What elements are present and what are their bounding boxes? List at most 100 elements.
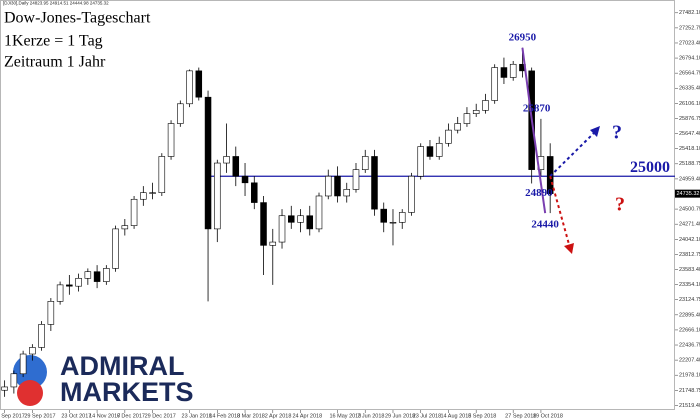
- x-tick-label: 2 Apr 2018: [265, 413, 292, 419]
- x-tick-label: 29 Jun 2018: [385, 413, 415, 419]
- candle-body: [10, 373, 18, 388]
- candle-body: [260, 202, 267, 246]
- candle-body: [278, 215, 286, 243]
- candle-body: [241, 175, 249, 184]
- y-tick-label: 23124.75: [679, 297, 700, 303]
- candle-body: [334, 175, 341, 197]
- candle-body: [214, 162, 221, 230]
- title-line: Dow-Jones-Tageschart: [4, 10, 151, 27]
- candle-body: [389, 222, 397, 224]
- y-tick-label: 25418.10: [679, 146, 700, 152]
- y-tick-label: 21748.75: [679, 388, 700, 394]
- candle-body: [149, 192, 156, 194]
- plot-frame: [0, 0, 675, 410]
- candle-body: [435, 142, 443, 157]
- y-tick-label: 26106.10: [679, 101, 700, 107]
- x-tick-label: 8 Mar 2018: [237, 413, 265, 419]
- candle-body: [361, 156, 369, 170]
- candle-body: [112, 228, 119, 269]
- candle-body: [352, 169, 360, 190]
- x-tick-label: 7 Jun 2018: [357, 413, 384, 419]
- candle-body: [66, 284, 73, 287]
- x-tick-label: 29 Sep 2017: [24, 413, 55, 419]
- candle-body: [306, 215, 314, 230]
- x-tick-label: 27 Sep 2018: [505, 413, 536, 419]
- price-tag-box: [675, 189, 700, 198]
- y-tick-label: 26335.40: [679, 86, 700, 92]
- y-tick-label: 25876.75: [679, 116, 700, 122]
- title-line: Zeitraum 1 Jahr: [4, 54, 106, 71]
- x-tick-label: 24 Apr 2018: [293, 413, 323, 419]
- candle-body: [472, 110, 480, 114]
- y-tick-label: 27482.10: [679, 10, 700, 16]
- price-tag: 24735.32: [677, 191, 700, 197]
- y-tick-label: 23583.40: [679, 267, 700, 273]
- x-tick-label: 19 Oct 2018: [533, 413, 563, 419]
- candle-body: [38, 324, 45, 348]
- candle-body: [140, 192, 147, 200]
- y-tick-label: 26564.75: [679, 71, 700, 77]
- arrow-down: [549, 175, 571, 249]
- arrow-up: [549, 129, 598, 177]
- candle-body: [130, 198, 138, 226]
- x-tick-label: 23 Jan 2018: [182, 413, 212, 419]
- x-tick-label: 29 Dec 2017: [145, 413, 176, 419]
- candle-body: [426, 146, 434, 157]
- y-tick-label: 22895.40: [679, 312, 700, 318]
- candle-body: [324, 175, 332, 197]
- y-tick-label: 24271.40: [679, 222, 700, 228]
- candle-body: [509, 63, 517, 78]
- y-tick-label: 23354.10: [679, 282, 700, 288]
- y-tick-label: 24500.75: [679, 207, 700, 213]
- title-line: 1Kerze = 1 Tag: [4, 33, 103, 50]
- candle-body: [343, 189, 351, 197]
- candle-body: [84, 271, 92, 279]
- candle-body: [288, 215, 295, 223]
- logo-circle: [17, 380, 43, 406]
- price-label: 25870: [523, 102, 551, 114]
- y-tick-label: 21978.10: [679, 373, 700, 379]
- candle-body: [223, 156, 230, 164]
- y-tick-label: 27023.40: [679, 40, 700, 46]
- candle-body: [29, 347, 36, 355]
- candle-body: [195, 70, 203, 98]
- x-tick-label: 7 Sep 2017: [0, 413, 25, 419]
- candle-body: [408, 175, 415, 213]
- candle-body: [186, 70, 193, 105]
- logo-text: MARKETS: [60, 377, 194, 407]
- candle-body: [232, 156, 240, 177]
- candle-body: [93, 271, 101, 282]
- candle-body: [75, 277, 82, 287]
- candle-body: [19, 353, 27, 375]
- x-tick-label: 16 May 2018: [330, 413, 362, 419]
- arrow-head: [590, 126, 600, 137]
- candle-body: [445, 129, 452, 144]
- price-label: 26950: [509, 31, 537, 43]
- candle-body: [380, 208, 387, 223]
- x-tick-label: 23 Jul 2018: [413, 413, 441, 419]
- x-tick-label: 23 Oct 2017: [61, 413, 91, 419]
- candle-body: [121, 225, 129, 230]
- candle-body: [371, 156, 378, 210]
- level-label: 25000: [630, 159, 670, 176]
- y-tick-label: 24042.10: [679, 237, 700, 243]
- y-tick-label: 23812.75: [679, 252, 700, 258]
- question: ?: [615, 194, 625, 216]
- x-tick-label: 14 Aug 2018: [440, 413, 471, 419]
- y-tick-label: 25647.40: [679, 131, 700, 137]
- question: ?: [612, 122, 622, 144]
- x-tick-label: 5 Sep 2018: [468, 413, 496, 419]
- candle-body: [269, 241, 277, 246]
- candle-body: [398, 212, 406, 223]
- x-tick-label: 6 Dec 2017: [117, 413, 145, 419]
- candle-body: [463, 113, 471, 124]
- logo: ADMIRAL MARKETS: [13, 351, 194, 407]
- y-tick-label: 25188.75: [679, 161, 700, 167]
- price-label: 24440: [531, 219, 559, 231]
- y-tick-label: 26794.10: [679, 56, 700, 62]
- candle-body: [158, 156, 166, 193]
- y-tick-label: 27252.75: [679, 25, 700, 31]
- arrow-head: [564, 243, 574, 254]
- zigzag: [521, 47, 547, 214]
